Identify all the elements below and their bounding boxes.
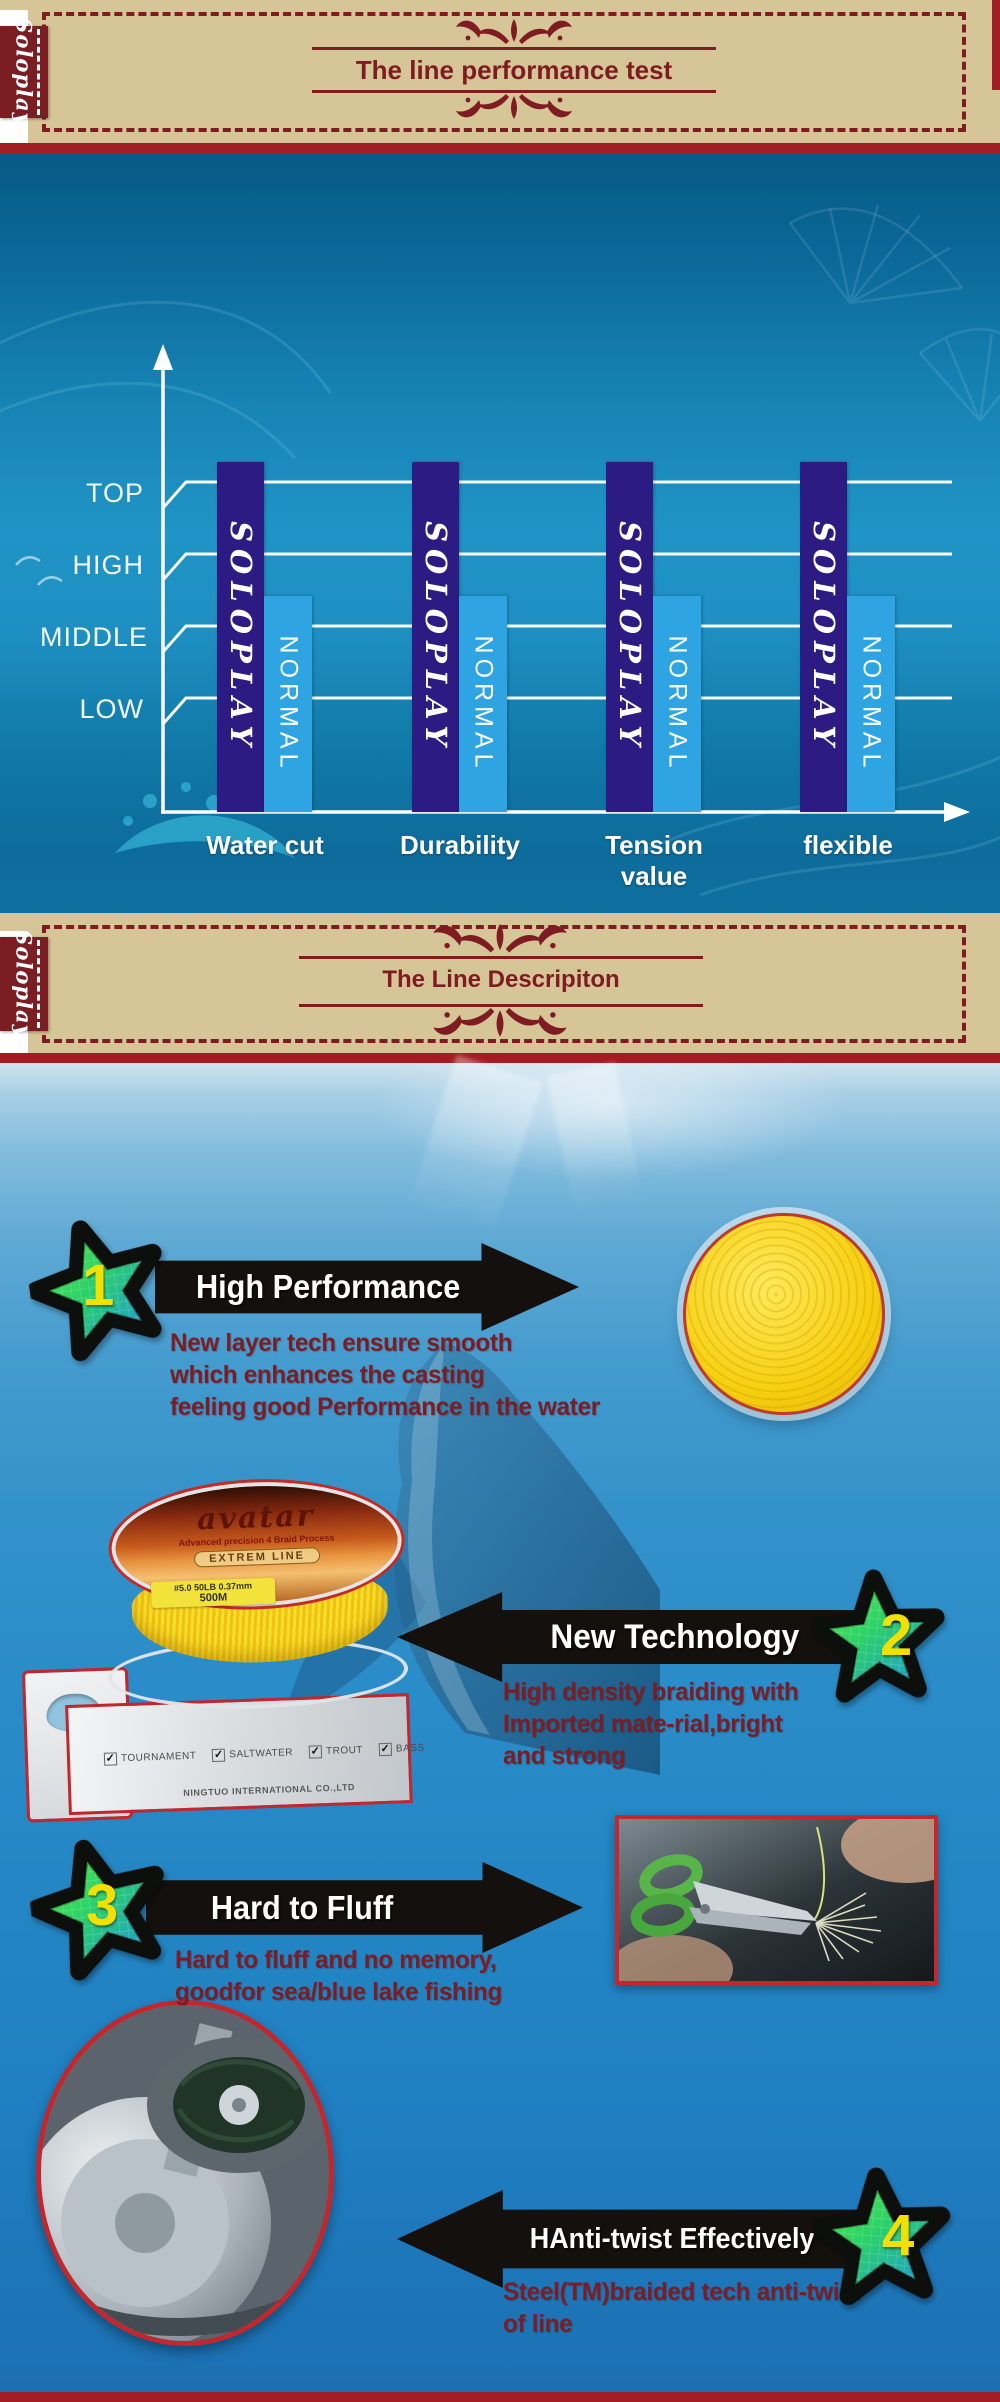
feature-number: 2 <box>880 1603 913 1668</box>
box-front: ✓ TOURNAMENT ✓ SALTWATER ✓ TROUT ✓ BASS NING… <box>65 1693 425 1816</box>
title-rule-top <box>299 956 703 959</box>
product-box-photo: ✓ TOURNAMENT ✓ SALTWATER ✓ TROUT ✓ BASS NING… <box>9 1465 425 1823</box>
y-tick-low: LOW <box>79 694 144 724</box>
category-label: Water cut <box>206 830 324 860</box>
feature-title: New Technology <box>550 1617 800 1656</box>
shell-fan-decoration <box>789 204 1000 422</box>
label-badge: EXTREM LINE <box>193 1547 321 1568</box>
title-rule-bottom <box>312 90 716 93</box>
banner-bottom-strip <box>0 143 1000 153</box>
bar-series-label: SOLOPLAY <box>223 521 258 753</box>
bar-normal: NORMAL <box>264 596 312 812</box>
checkmark-icon: ✓ <box>378 1742 393 1757</box>
bar-normal: NORMAL <box>653 596 701 812</box>
bar-series-label: NORMAL <box>469 635 498 773</box>
y-axis-arrow-icon <box>153 344 173 370</box>
floral-ornament-icon <box>456 94 572 119</box>
scissors-cutting-line-photo <box>615 1815 938 1985</box>
spec-sticker: #5.0 50LB 0.37mm 500M <box>150 1577 276 1609</box>
bar-series-label: SOLOPLAY <box>418 521 453 753</box>
banner-title: The Line Descripiton <box>382 966 620 993</box>
banner-bottom-strip <box>0 1053 1000 1063</box>
title-rule-bottom <box>299 1004 703 1007</box>
feature-title: Hard to Fluff <box>210 1888 394 1926</box>
checkmark-icon: ✓ <box>308 1745 323 1759</box>
y-tick-middle: MIDDLE <box>40 622 149 652</box>
bar-normal: NORMAL <box>847 596 895 812</box>
bar-series-label: NORMAL <box>857 635 886 773</box>
bar-soloplay: SOLOPLAY <box>217 462 264 812</box>
bar-normal: NORMAL <box>459 596 507 812</box>
bar-series-label: SOLOPLAY <box>806 521 841 753</box>
feature-number: 3 <box>86 1873 119 1938</box>
brand-ribbon-label: Soloplay <box>11 930 37 1038</box>
fishing-reel-photo <box>36 2000 334 2346</box>
bar-soloplay: SOLOPLAY <box>606 462 653 812</box>
checkmark-icon: ✓ <box>103 1752 118 1766</box>
yellow-line-spool-photo <box>683 1213 885 1415</box>
category-label: flexible <box>803 830 893 860</box>
bar-series-label: NORMAL <box>274 635 303 773</box>
category-label: Durability <box>400 830 520 860</box>
feature-title: HAnti-twist Effectively <box>529 2222 815 2255</box>
floral-ornament-icon <box>433 1008 567 1037</box>
y-tick-high: HIGH <box>72 550 144 580</box>
y-tick-top: TOP <box>85 478 144 508</box>
x-axis-arrow-icon <box>944 802 970 822</box>
category-label: Tension value <box>605 830 703 891</box>
bird-decoration <box>15 556 63 586</box>
feature-number: 4 <box>882 2203 915 2268</box>
feature-description: Steel(TM)braided tech anti-twist of line <box>503 2278 861 2338</box>
feature-description: Hard to fluff and no memory, goodfor sea… <box>175 1946 503 2006</box>
bar-soloplay: SOLOPLAY <box>800 462 847 812</box>
brand-ribbon: Soloplay <box>0 930 48 1038</box>
page-bottom-bar <box>0 2392 1000 2402</box>
title-rule-top <box>312 47 716 50</box>
chart-axes <box>153 344 970 822</box>
company-name: NINGTUO INTERNATIONAL CO.,LTD <box>183 1782 356 1799</box>
feature-number: 1 <box>82 1253 115 1318</box>
feature-description: High density braiding with Imported mate… <box>503 1678 799 1770</box>
banner-right-red-edge <box>992 0 1000 90</box>
banner-performance-test <box>0 0 1000 143</box>
feature-title: High Performance <box>195 1268 461 1305</box>
feature-description: New layer tech ensure smooth which enhan… <box>170 1329 600 1421</box>
bar-series-label: SOLOPLAY <box>612 521 647 753</box>
banner-title: The line performance test <box>355 55 673 85</box>
brand-ribbon-label: Soloplay <box>11 18 37 126</box>
bar-soloplay: SOLOPLAY <box>412 462 459 812</box>
brand-ribbon: Soloplay <box>0 18 48 126</box>
checkmark-icon: ✓ <box>212 1748 226 1763</box>
bar-series-label: NORMAL <box>663 635 692 773</box>
species-checklist: ✓ TOURNAMENT ✓ SALTWATER ✓ TROUT ✓ BASS <box>103 1742 425 1766</box>
star-badge-icon <box>803 1563 952 1712</box>
